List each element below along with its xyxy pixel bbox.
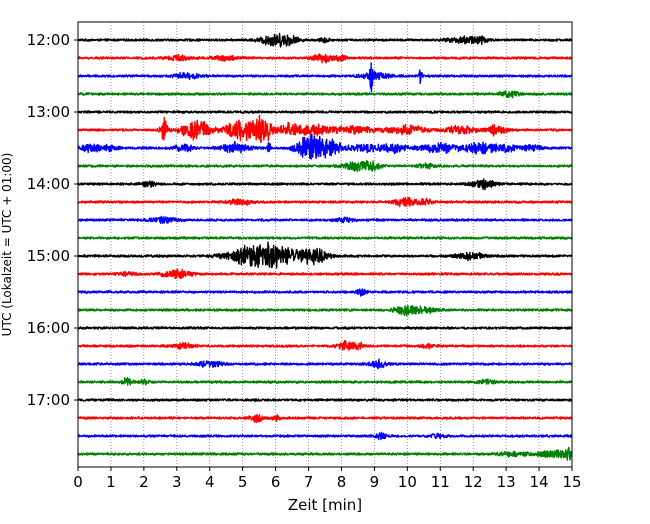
trace-layer [77,32,573,461]
trace-line [77,446,573,461]
x-tick-label: 4 [205,473,215,491]
x-tick-label: 8 [337,473,347,491]
trace-line [77,114,573,144]
y-tick-label: 15:00 [27,247,70,265]
x-tick-label: 11 [431,473,450,491]
trace-line [77,304,573,317]
trace-line [77,53,573,64]
trace-line [77,196,573,208]
trace-line [77,178,573,191]
y-tick-label: 16:00 [27,319,70,337]
x-axis-label: Zeit [min] [288,496,362,514]
trace-line [77,241,573,269]
trace-line [77,268,573,280]
x-tick-label: 14 [530,473,549,491]
y-tick-label: 13:00 [27,103,70,121]
trace-line [77,339,573,351]
x-tick-label: 12 [464,473,483,491]
x-tick-label: 0 [73,473,83,491]
trace-line [77,326,573,330]
x-tick-label: 6 [271,473,281,491]
y-tick-label: 12:00 [27,31,70,49]
x-axis: 0 1 2 3 4 5 6 7 8 9 10 11 12 13 14 15 [73,467,582,491]
x-tick-label: 1 [106,473,116,491]
trace-line [77,159,573,173]
x-tick-label: 3 [172,473,182,491]
x-tick-label: 10 [398,473,417,491]
trace-line [77,413,573,424]
trace-line [77,358,573,370]
trace-line [77,90,573,99]
x-tick-label: 5 [238,473,248,491]
grid-layer [110,22,540,467]
trace-line [77,431,573,441]
trace-line [77,62,573,93]
y-axis-label: UTC (Lokalzeit = UTC + 01:00) [0,153,14,337]
trace-line [77,133,573,160]
trace-line [77,377,573,386]
trace-line [77,215,573,225]
y-tick-label: 14:00 [27,175,70,193]
x-tick-label: 2 [139,473,149,491]
x-tick-label: 13 [497,473,516,491]
plot-frame [77,21,573,468]
x-tick-label: 7 [304,473,314,491]
x-tick-label: 15 [562,473,581,491]
trace-line [77,288,573,297]
trace-line [77,110,573,114]
trace-line [77,398,573,402]
x-tick-label: 9 [370,473,380,491]
y-axis: 12:00 13:00 14:00 15:00 16:00 17:00 [27,31,78,409]
trace-line [77,236,573,240]
y-tick-label: 17:00 [27,391,70,409]
trace-line [77,32,573,48]
